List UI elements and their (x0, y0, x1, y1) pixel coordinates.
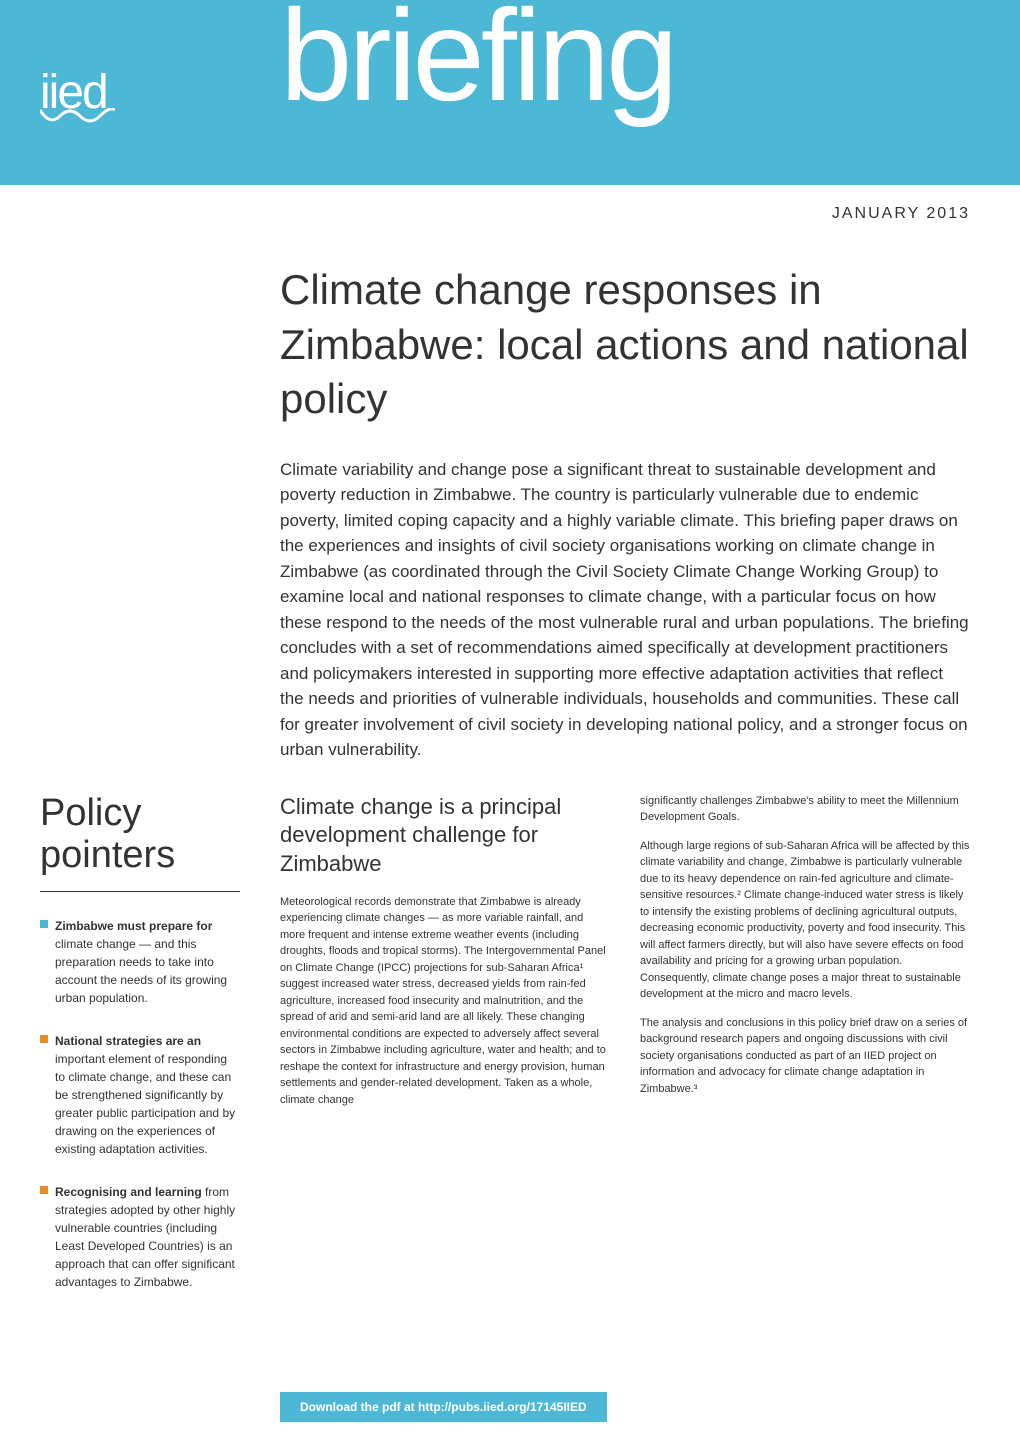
body-paragraph: The analysis and conclusions in this pol… (640, 1015, 970, 1098)
header-banner: iied briefing (0, 0, 1020, 185)
pointers-list: Zimbabwe must prepare for climate change… (40, 917, 240, 1291)
logo: iied (40, 65, 107, 120)
sidebar-divider (40, 891, 240, 892)
column-1-paragraphs: Meteorological records demonstrate that … (280, 894, 610, 1109)
banner-title: briefing (280, 0, 674, 130)
body-paragraph: significantly challenges Zimbabwe's abil… (640, 793, 970, 826)
body-paragraph: Although large regions of sub-Saharan Af… (640, 838, 970, 1003)
publication-date: JANUARY 2013 (0, 185, 1020, 233)
pointer-text: important element of responding to clima… (55, 1052, 235, 1156)
column-2-paragraphs: significantly challenges Zimbabwe's abil… (640, 793, 970, 1098)
column-left: Climate change is a principal developmen… (280, 793, 610, 1317)
intro-paragraph: Climate variability and change pose a si… (280, 457, 970, 763)
pointer-text: climate change — and this preparation ne… (55, 937, 227, 1005)
page-title: Climate change responses in Zimbabwe: lo… (280, 263, 970, 427)
main-content: Climate change is a principal developmen… (280, 793, 970, 1317)
section-heading: Climate change is a principal developmen… (280, 793, 610, 879)
download-bar: Download the pdf at http://pubs.iied.org… (280, 1392, 607, 1422)
page: iied briefing JANUARY 2013 Climate chang… (0, 0, 1020, 1442)
pointer-item: National strategies are an important ele… (40, 1032, 240, 1158)
pointer-bold-text: National strategies are an (55, 1034, 201, 1048)
column-right: significantly challenges Zimbabwe's abil… (640, 793, 970, 1317)
pointer-bold-text: Recognising and learning (55, 1185, 202, 1199)
body-paragraph: Meteorological records demonstrate that … (280, 894, 610, 1109)
bullet-icon (40, 1035, 48, 1043)
bullet-icon (40, 920, 48, 928)
pointer-item: Zimbabwe must prepare for climate change… (40, 917, 240, 1007)
pointer-text: from strategies adopted by other highly … (55, 1185, 235, 1289)
pointer-item: Recognising and learning from strategies… (40, 1183, 240, 1291)
sidebar: Policy pointers Zimbabwe must prepare fo… (40, 793, 240, 1317)
bullet-icon (40, 1186, 48, 1194)
logo-underline-icon (40, 108, 115, 128)
pointer-bold-text: Zimbabwe must prepare for (55, 919, 212, 933)
content-wrapper: Policy pointers Zimbabwe must prepare fo… (0, 793, 1020, 1357)
sidebar-title: Policy pointers (40, 793, 240, 877)
